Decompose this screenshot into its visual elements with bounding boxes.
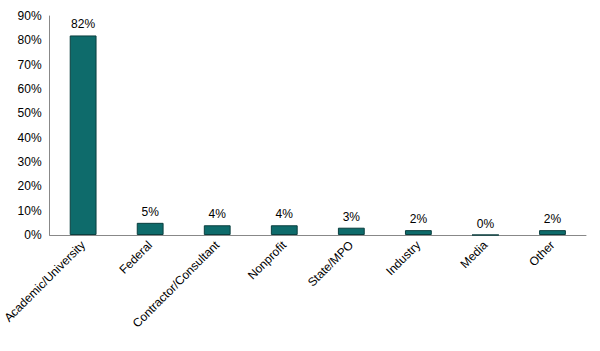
svg-text:82%: 82% [71,17,95,31]
svg-text:50%: 50% [18,106,42,120]
svg-text:30%: 30% [18,155,42,169]
svg-text:2%: 2% [544,212,562,226]
svg-text:5%: 5% [142,205,160,219]
svg-text:60%: 60% [18,82,42,96]
svg-text:4%: 4% [276,207,294,221]
svg-text:4%: 4% [209,207,227,221]
svg-text:Media: Media [457,238,490,271]
svg-text:Contractor/Consultant: Contractor/Consultant [130,238,223,331]
svg-text:Industry: Industry [383,238,423,278]
svg-text:90%: 90% [18,9,42,23]
svg-text:0%: 0% [24,228,42,242]
svg-text:Nonprofit: Nonprofit [245,238,290,283]
svg-text:2%: 2% [410,212,428,226]
svg-text:40%: 40% [18,131,42,145]
svg-text:Other: Other [526,238,557,269]
svg-text:3%: 3% [343,210,361,224]
svg-text:20%: 20% [18,179,42,193]
svg-text:Federal: Federal [116,238,155,277]
svg-text:Academic/University: Academic/University [1,238,88,325]
svg-text:State/MPO: State/MPO [305,238,356,289]
svg-text:70%: 70% [18,58,42,72]
svg-text:80%: 80% [18,33,42,47]
svg-text:10%: 10% [18,204,42,218]
svg-text:0%: 0% [477,217,495,231]
